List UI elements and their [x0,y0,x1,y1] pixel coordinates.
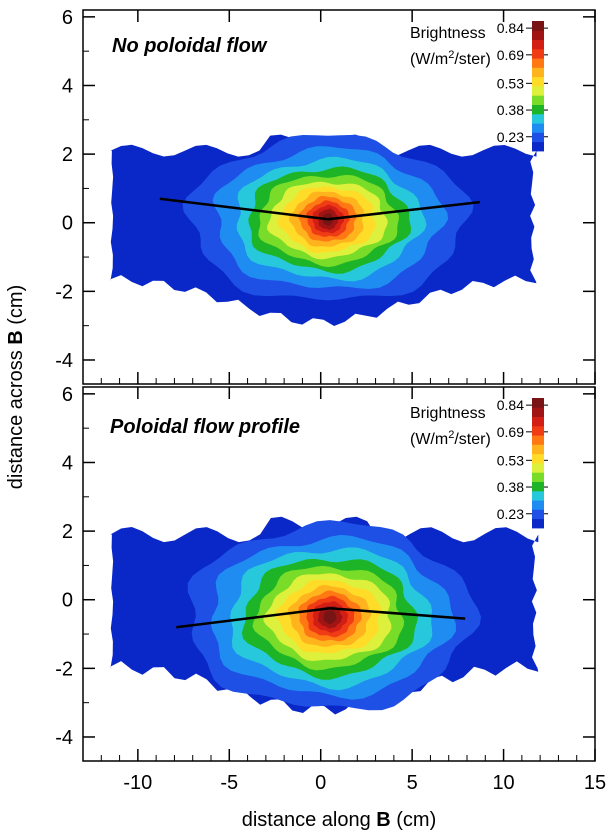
colorbar-tick-label: 0.53 [497,75,524,91]
colorbar-swatch [532,21,544,31]
colorbar-swatch [532,463,544,473]
colorbar-swatch [532,425,544,436]
colorbar-tick-label: 0.38 [497,102,524,118]
y-tick-label: 0 [62,213,73,235]
y-axis-bottom: 6 4 2 0 -2 -4 [55,384,595,749]
x-tick-label: 5 [407,772,418,794]
colorbar-title-top: Brightness [410,25,486,42]
panel-title-top: No poloidal flow [112,35,268,57]
colorbar-tick-label: 0.23 [497,129,524,145]
colorbar-tick-label: 0.84 [497,397,524,413]
y-tick-label: 6 [62,384,73,406]
panel-bottom: 6 4 2 0 -2 -4 -10 -5 0 5 10 15 Poloidal flow profi… [55,384,606,794]
y-tick-label: -4 [55,727,73,749]
colorbar-swatch [532,444,544,455]
colorbar-swatch [532,518,544,529]
colorbar-tick-label: 0.38 [497,479,524,495]
colorbar-swatch [532,490,544,501]
colorbar-swatch [532,398,544,408]
colorbar-tick-label: 0.69 [497,424,524,440]
colorbar-units-top: (W/m2/ster) [410,49,491,68]
y-tick-label: 0 [62,590,73,612]
y-tick-label: 4 [62,75,73,97]
colorbar-swatch [532,141,544,152]
colorbar-swatch [532,58,544,68]
colorbar-swatch [532,86,544,96]
colorbar-swatch [532,67,544,78]
contour-level-13 [323,610,337,624]
x-tick-label: -5 [220,772,238,794]
colorbar-bottom: Brightness (W/m2/ster) 0.84 0.69 0.53 0.38 0… [410,397,548,529]
colorbar-swatch [532,472,544,482]
colorbar-swatch [532,132,544,143]
panel-title-bottom: Poloidal flow profile [110,416,300,438]
y-tick-label: -4 [55,350,73,372]
colorbar-top: Brightness (W/m2/ster) 0.84 0.69 0.53 0.38 0… [410,20,548,152]
x-tick-label: 10 [492,772,514,794]
x-ticks-top [82,10,596,384]
colorbar-tick-label: 0.69 [497,47,524,63]
colorbar-swatch [532,481,544,492]
colorbar-swatch [532,407,544,417]
y-tick-label: -2 [55,281,73,303]
x-axis-title: distance along B (cm) [242,809,437,831]
colorbar-swatch [532,509,544,520]
x-axis: -10 -5 0 5 10 15 [82,387,606,794]
colorbar-units-bottom: (W/m2/ster) [410,429,491,448]
colorbar-tick-label: 0.53 [497,452,524,468]
colorbar-swatch [532,95,544,105]
colorbar-swatch [532,435,544,445]
colorbar-swatch [532,500,544,510]
contour-layers-bottom [110,516,539,715]
y-tick-label: 4 [62,452,73,474]
colorbar-swatch [532,453,544,464]
brightness-map-bottom [110,516,539,715]
colorbar-swatch [532,30,544,40]
colorbar-tick-label: 0.23 [497,506,524,522]
y-axis-top: 6 4 2 0 -2 -4 [55,7,595,372]
profile-line-top [159,197,480,221]
y-tick-label: 2 [62,521,73,543]
profile-line-bottom [176,607,466,629]
contour-layers-top [110,134,537,326]
colorbar-title-bottom: Brightness [410,405,486,422]
y-tick-label: -2 [55,658,73,680]
colorbar-swatch [532,113,544,124]
colorbar-swatch [532,123,544,133]
y-axis-title: distance across B (cm) [5,285,27,490]
colorbar-swatch [532,76,544,87]
colorbar-swatch [532,416,544,427]
colorbar-swatch [532,104,544,115]
x-tick-label: 0 [315,772,326,794]
colorbar-swatch [532,48,544,59]
colorbar-tick-label: 0.84 [497,20,524,36]
x-tick-label: -10 [123,772,152,794]
y-tick-label: 2 [62,144,73,166]
colorbar-swatch [532,39,544,50]
x-tick-label: 15 [584,772,606,794]
panel-top: 6 4 2 0 -2 -4 No poloidal flow Brightness (W/… [55,7,596,385]
brightness-map-top [110,134,537,326]
y-tick-label: 6 [62,7,73,29]
